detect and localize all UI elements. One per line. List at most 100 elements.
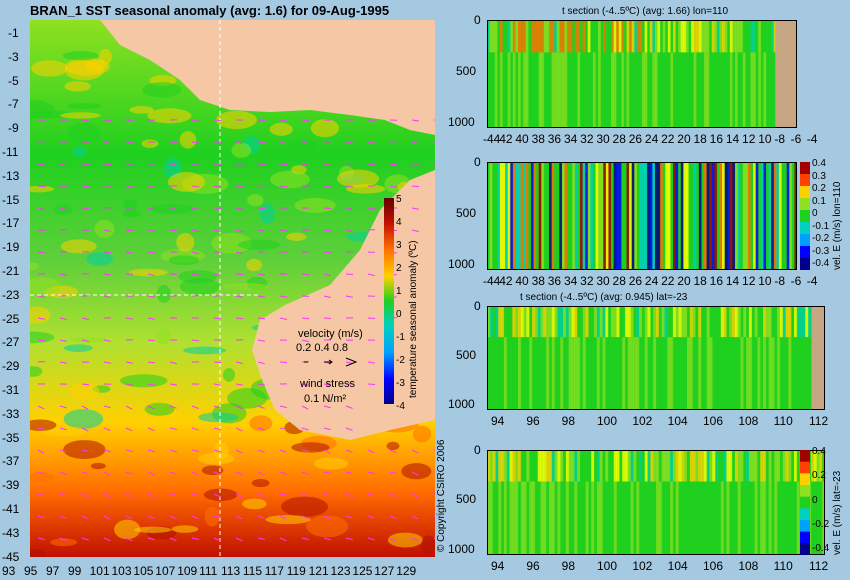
wind-vector [323,537,331,541]
heatmap-cell [529,450,533,482]
heatmap-cell [554,20,558,53]
map-lon-tick: 115 [242,564,263,578]
heatmap-cell [622,481,626,555]
wind-vector [59,207,67,210]
heatmap-cell [530,52,534,128]
heatmap-cell [760,450,764,482]
panel-y-tick: 500 [456,63,477,78]
heatmap-cell [636,450,640,482]
wind-vector [147,537,155,541]
panel-x-tick: 40 [515,132,529,146]
heatmap-cell [822,481,825,555]
heatmap-cell [692,450,696,482]
wind-vector [81,471,89,475]
wind-vector [323,515,331,520]
wind-vector [125,251,133,254]
heatmap-cell [704,52,708,128]
heatmap-cell [808,337,812,410]
heatmap-cell [577,162,581,270]
heatmap-cell [760,337,764,410]
heatmap-cell [709,337,713,410]
heatmap-cell [816,481,820,555]
heatmap-cell [507,162,511,270]
heatmap-cell [594,450,598,482]
heatmap-cell [543,450,547,482]
heatmap-cell [554,306,558,338]
heatmap-cell [766,162,770,270]
heatmap-cell [732,481,736,555]
map-lat-tick: -15 [2,192,20,207]
wind-vector [213,493,221,498]
heatmap-cell [695,337,699,410]
anomaly-patch [119,374,168,388]
wind-vector [279,295,287,298]
heatmap-cell [577,481,581,555]
wind-vector [235,317,244,320]
wind-vector [345,537,353,541]
heatmap-cell [540,450,544,482]
heatmap-cell [605,450,609,482]
heatmap-cell [540,306,544,338]
heatmap-cell [509,481,513,555]
heatmap-cell [532,450,536,482]
heatmap-cell [563,450,567,482]
wind-vector [235,427,243,432]
map-colorbar-tick: -1 [396,332,405,343]
heatmap-cell [678,162,682,270]
heatmap-cell [794,481,798,555]
heatmap-cell [596,337,601,410]
wind-vector [279,317,287,320]
heatmap-cell [715,481,719,555]
wind-vector [411,185,420,188]
heatmap-cell [507,20,511,53]
heatmap-cell [561,20,565,53]
heatmap-cell [782,450,787,482]
panel-colorbar-tick: 0.3 [812,170,826,182]
wind-vector [147,449,155,453]
heatmap-cell [695,450,699,482]
heatmap-cell [616,481,620,555]
map-lat-tick: -37 [2,454,20,469]
heatmap-cell [774,306,778,338]
wind-vector [169,405,177,409]
panel-colorbar-tick: -0.2 [812,233,830,244]
wind-vector [103,537,111,542]
heatmap-cell [505,162,509,270]
heatmap-cell [701,52,705,128]
heatmap-cell [737,162,741,270]
heatmap-cell [654,20,658,53]
wind-vector [103,427,111,432]
heatmap-cell [802,306,806,338]
wind-vector [191,427,199,431]
heatmap-cell [751,306,756,338]
panel-y-tick: 500 [456,347,477,362]
wind-vector [411,493,419,498]
heatmap-cell [497,52,501,128]
heatmap-cell [568,306,572,338]
heatmap-cell [520,306,525,338]
map-lon-tick: 105 [133,564,154,578]
heatmap-cell [605,337,609,410]
heatmap-cell [782,337,787,410]
wind-vector [345,493,353,498]
heatmap-cell [505,52,509,128]
wind-vector [345,207,353,210]
wind-vector [125,383,133,386]
heatmap-cell [737,450,741,482]
wind-vector [191,449,199,453]
heatmap-cell [678,450,682,482]
heatmap-cell [789,162,793,270]
heatmap-cell [520,450,525,482]
anomaly-patch [63,409,104,429]
anomaly-patch [168,171,205,192]
panel-x-tick: 32 [580,132,594,146]
heatmap-cell [528,162,532,270]
anomaly-patch [30,185,54,193]
anomaly-patch [60,239,97,254]
wind-vector [345,295,353,298]
wind-vector [323,405,331,409]
heatmap-cell [689,481,694,555]
heatmap-cell [582,337,587,410]
heatmap-cell [667,162,671,270]
wind-vector [389,185,397,188]
